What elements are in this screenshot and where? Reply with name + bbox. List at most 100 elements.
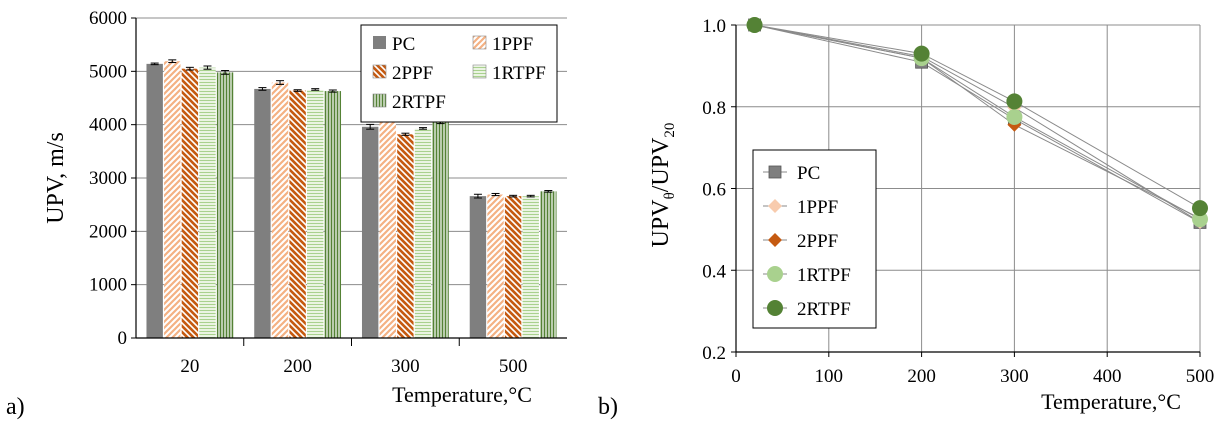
chart-b-xtick-label: 100 <box>815 366 844 387</box>
chart-b-ylabel: UPVθ/UPV20 <box>648 123 678 248</box>
error-bar-1rtpf-200 <box>311 88 320 91</box>
panel-label-a: a) <box>6 394 25 420</box>
bar-2rtpf-300 <box>432 122 449 338</box>
chart-a-ytick-label: 5000 <box>89 61 127 82</box>
error-bar-1ppf-20 <box>168 59 177 64</box>
bar-2rtpf-200 <box>324 91 342 338</box>
line-1ppf <box>754 24 1201 223</box>
chart-b-xtick-label: 500 <box>1186 366 1215 387</box>
bar-pc-500 <box>469 196 487 338</box>
chart-a-legend-swatch <box>373 36 386 49</box>
chart-b-xlabel: Temperature,°C <box>1041 389 1181 414</box>
panel-label-b: b) <box>598 394 618 420</box>
chart-a-legend-swatch <box>472 35 487 50</box>
chart-a-legend-swatch <box>372 93 387 108</box>
bar-pc-20 <box>146 63 163 338</box>
chart-b-xtick-label: 0 <box>731 366 741 387</box>
error-bar-2ppf-20 <box>185 66 194 71</box>
bar-1ppf-200 <box>271 82 289 339</box>
chart-b-legend-marker <box>767 300 783 316</box>
point-2rtpf-200 <box>913 45 930 62</box>
chart-a-upv-bar-chart: 0 1000 2000 3000 4000 5000 6000 20 200 300 500 PC 1… <box>43 8 567 407</box>
chart-b-legend-marker <box>767 266 783 282</box>
chart-b-ytick-label: 1.0 <box>702 16 726 37</box>
bar-1rtpf-20 <box>199 67 216 338</box>
bar-2rtpf-20 <box>216 72 234 339</box>
error-bar-pc-200 <box>258 87 267 91</box>
error-bar-2rtpf-500 <box>544 190 553 193</box>
chart-a-ytick-label: 3000 <box>89 168 127 189</box>
error-bar-1rtpf-20 <box>203 65 212 70</box>
bar-1rtpf-200 <box>307 89 324 338</box>
bar-pc-300 <box>361 126 379 338</box>
point-2rtpf-20 <box>746 17 763 33</box>
chart-a-xlabel: Temperature,°C <box>392 382 532 407</box>
chart-a-legend-label: PC <box>392 34 415 55</box>
chart-a-legend-label: 1PPF <box>492 34 533 55</box>
chart-b-legend-label: 1PPF <box>797 197 838 218</box>
chart-b-legend-marker <box>768 199 782 213</box>
line-1rtpf <box>754 24 1201 220</box>
chart-b-ytick-label: 0.2 <box>702 343 726 364</box>
line-pc <box>754 24 1201 223</box>
chart-a-ylabel: UPV, m/s <box>43 132 69 224</box>
error-bar-2rtpf-200 <box>328 89 337 93</box>
chart-a-xtick-label: 200 <box>283 356 312 377</box>
chart-a-legend-item-1rtpf: 1RTPF <box>472 63 546 84</box>
chart-a-legend-item-pc: PC <box>373 34 415 55</box>
chart-b-ytick-label: 0.8 <box>702 98 726 119</box>
chart-b-ytick-label: 0.4 <box>702 261 726 282</box>
bar-1ppf-500 <box>487 194 504 338</box>
error-bar-pc-300 <box>366 123 375 130</box>
chart-a-ytick-label: 2000 <box>89 221 127 242</box>
chart-b-legend-marker <box>768 233 782 247</box>
chart-b-legend-label: 2PPF <box>797 231 838 252</box>
bar-2ppf-500 <box>504 196 522 338</box>
chart-a-legend-label: 2PPF <box>392 63 433 84</box>
bar-2ppf-300 <box>397 134 414 338</box>
bar-2rtpf-500 <box>540 191 557 338</box>
bar-2ppf-200 <box>289 90 306 339</box>
chart-a-xtick-label: 20 <box>180 356 199 377</box>
chart-a-legend-item-1ppf: 1PPF <box>472 34 533 55</box>
bar-1ppf-300 <box>379 117 396 338</box>
error-bar-1rtpf-300 <box>418 127 427 130</box>
chart-b-xtick-label: 400 <box>1093 366 1122 387</box>
chart-a-xtick-label: 300 <box>391 356 420 377</box>
chart-b-legend-label: 2RTPF <box>797 299 851 320</box>
chart-b-legend-item-1ppf: 1PPF <box>763 197 838 218</box>
error-bar-1ppf-500 <box>491 192 500 197</box>
chart-a-ytick-label: 6000 <box>89 8 127 29</box>
chart-a-xtick-label: 500 <box>499 356 528 377</box>
chart-a-legend-label: 1RTPF <box>492 63 546 84</box>
chart-a-ytick-label: 1000 <box>89 275 127 296</box>
chart-b-legend-item-2ppf: 2PPF <box>763 231 838 252</box>
line-2rtpf <box>754 24 1201 209</box>
chart-a-legend-label: 2RTPF <box>392 92 446 113</box>
point-2rtpf-500 <box>1192 200 1208 217</box>
error-bar-2ppf-200 <box>293 89 302 92</box>
bar-2ppf-20 <box>181 68 199 339</box>
chart-b-legend-marker <box>768 165 782 179</box>
chart-a-legend-swatch <box>472 64 487 79</box>
chart-b-normalized-upv-line-chart: 0.2 0.4 0.6 0.8 1.0 0 100 200 300 400 500 PC 1PPF 2P… <box>648 16 1215 414</box>
bar-pc-200 <box>254 88 271 338</box>
chart-b-legend-label: PC <box>797 163 820 184</box>
chart-b-legend-label: 1RTPF <box>797 265 851 286</box>
chart-a-legend-box <box>360 24 558 123</box>
error-bar-2ppf-500 <box>509 194 518 198</box>
chart-b-legend-item-1rtpf: 1RTPF <box>763 265 851 286</box>
chart-b-legend-item-pc: PC <box>763 163 820 184</box>
error-bar-1rtpf-500 <box>526 194 535 198</box>
chart-b-legend-item-2rtpf: 2RTPF <box>763 299 851 320</box>
chart-a-legend-item-2rtpf: 2RTPF <box>372 92 446 113</box>
chart-a-legend-swatch <box>372 64 387 79</box>
chart-b-xtick-label: 200 <box>907 366 936 387</box>
point-1rtpf-300 <box>1006 108 1023 125</box>
error-bar-2ppf-300 <box>401 132 410 136</box>
chart-a-ytick-label: 0 <box>118 328 128 349</box>
chart-b-xtick-label: 300 <box>1000 366 1029 387</box>
error-bar-pc-20 <box>150 62 159 66</box>
bar-1ppf-20 <box>164 61 181 338</box>
